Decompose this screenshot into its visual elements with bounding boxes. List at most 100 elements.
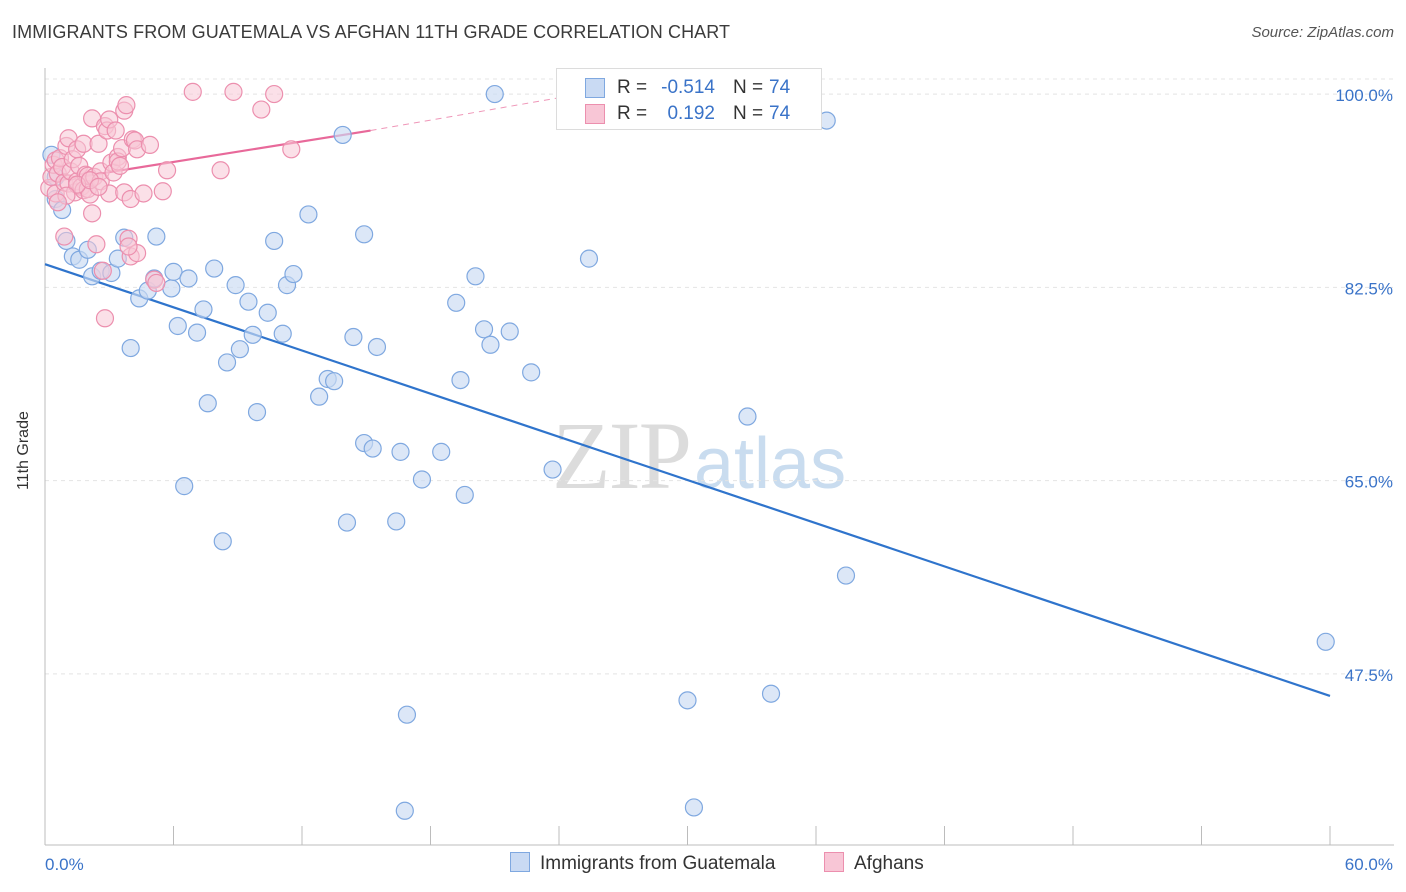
guatemala-point bbox=[344, 327, 363, 347]
guatemala-point bbox=[836, 566, 856, 585]
guatemala-point bbox=[684, 798, 704, 817]
guatemala-point bbox=[761, 684, 781, 703]
afghan-point bbox=[252, 100, 271, 119]
guatemala-point bbox=[500, 322, 519, 341]
afghan-point bbox=[265, 84, 284, 104]
guatemala-point bbox=[333, 125, 352, 145]
bottom-legend-guatemala: Immigrants from Guatemala bbox=[510, 852, 775, 875]
afghan-point bbox=[110, 156, 130, 175]
guatemala-point bbox=[432, 442, 451, 461]
afghan-point bbox=[119, 237, 138, 256]
guatemala-point bbox=[451, 370, 470, 390]
guatemala-point bbox=[194, 300, 213, 319]
guatemala-point bbox=[474, 320, 494, 339]
guatemala-point bbox=[485, 84, 504, 104]
guatemala-point bbox=[258, 303, 277, 322]
guatemala-point bbox=[164, 262, 183, 281]
y-tick-label: 82.5% bbox=[1345, 279, 1393, 298]
legend-n-label: N = bbox=[733, 103, 764, 124]
guatemala-point bbox=[355, 225, 374, 244]
guatemala-point bbox=[522, 363, 541, 382]
guatemala-point bbox=[265, 231, 284, 251]
guatemala-point bbox=[397, 705, 417, 724]
guatemala-point bbox=[239, 292, 258, 311]
afghan-point bbox=[153, 182, 172, 201]
points-layer bbox=[40, 82, 1335, 820]
stats-legend: R = -0.514 N = 74 R = 0.192 N = 74 bbox=[556, 68, 822, 130]
guatemala-point bbox=[455, 485, 474, 505]
guatemala-point bbox=[273, 324, 292, 343]
legend-r-label: R = bbox=[617, 103, 648, 124]
legend-n-value: 74 bbox=[769, 103, 791, 124]
guatemala-point bbox=[187, 323, 207, 342]
grid-layer bbox=[45, 78, 1394, 675]
x-tick-label-min: 0.0% bbox=[45, 855, 84, 874]
watermark: ZIPatlas bbox=[552, 400, 846, 511]
guatemala-point bbox=[247, 403, 267, 422]
axes-layer bbox=[44, 68, 1394, 846]
y-tick-label: 65.0% bbox=[1345, 473, 1393, 492]
guatemala-point bbox=[217, 353, 237, 372]
labels-layer: 47.5% 65.0% 82.5% 100.0% 0.0% 60.0% bbox=[45, 86, 1393, 874]
y-tick-label: 100.0% bbox=[1335, 86, 1393, 105]
guatemala-point bbox=[310, 387, 329, 406]
guatemala-point bbox=[213, 532, 232, 551]
guatemala-point bbox=[367, 337, 387, 357]
guatemala-point bbox=[168, 316, 187, 336]
afghan-point bbox=[147, 273, 166, 293]
legend-swatch-afghans bbox=[585, 104, 605, 124]
guatemala-trend-line bbox=[44, 263, 1331, 697]
guatemala-point bbox=[738, 407, 757, 426]
afghan-point bbox=[87, 235, 106, 254]
afghan-point bbox=[106, 121, 125, 140]
afghan-point bbox=[55, 227, 74, 246]
guatemala-point bbox=[395, 801, 414, 820]
watermark-zip: ZIP bbox=[552, 402, 692, 509]
afghan-point bbox=[134, 184, 153, 203]
guatemala-point bbox=[243, 325, 262, 344]
guatemala-point bbox=[387, 512, 406, 531]
bottom-legend-label-guatemala: Immigrants from Guatemala bbox=[540, 853, 776, 874]
bottom-legend-afghans: Afghans bbox=[824, 852, 924, 875]
afghan-point bbox=[93, 261, 112, 280]
guatemala-point bbox=[543, 460, 562, 479]
bottom-legend-label-afghans: Afghans bbox=[854, 853, 924, 874]
source-label: Source: ZipAtlas.com bbox=[1251, 24, 1394, 41]
guatemala-point bbox=[198, 394, 217, 413]
guatemala-point bbox=[412, 470, 432, 489]
guatemala-point bbox=[230, 340, 249, 359]
afghan-point bbox=[224, 82, 243, 101]
bottom-legend-swatch-afghans bbox=[824, 852, 844, 872]
afghan-point bbox=[282, 140, 301, 159]
guatemala-point bbox=[284, 264, 303, 284]
guatemala-point bbox=[363, 439, 382, 458]
legend-swatch-guatemala bbox=[585, 78, 605, 98]
afghan-point bbox=[211, 161, 230, 180]
legend-r-label: R = bbox=[617, 77, 648, 98]
legend-r-value: -0.514 bbox=[661, 77, 715, 98]
afghan-point bbox=[48, 193, 67, 212]
afghan-point bbox=[157, 161, 177, 180]
legend-r-value: 0.192 bbox=[667, 103, 715, 124]
chart-title: IMMIGRANTS FROM GUATEMALA VS AFGHAN 11TH… bbox=[12, 22, 731, 42]
afghan-point bbox=[89, 177, 108, 196]
guatemala-point bbox=[299, 205, 318, 224]
trend-layer bbox=[44, 93, 1331, 697]
y-tick-label: 47.5% bbox=[1345, 666, 1393, 685]
afghan-point bbox=[95, 309, 115, 328]
guatemala-point bbox=[205, 259, 224, 278]
guatemala-point bbox=[147, 227, 166, 246]
afghan-point bbox=[140, 135, 160, 154]
x-tick-label-max: 60.0% bbox=[1345, 855, 1393, 874]
guatemala-point bbox=[121, 338, 140, 358]
guatemala-point bbox=[337, 513, 357, 532]
guatemala-point bbox=[179, 269, 198, 288]
afghan-point bbox=[83, 204, 102, 223]
guatemala-point bbox=[391, 442, 410, 461]
afghan-point bbox=[183, 82, 202, 101]
legend-n-label: N = bbox=[733, 77, 764, 98]
afghan-trend-extension bbox=[370, 93, 581, 132]
guatemala-point bbox=[466, 267, 485, 286]
guatemala-point bbox=[579, 249, 599, 268]
